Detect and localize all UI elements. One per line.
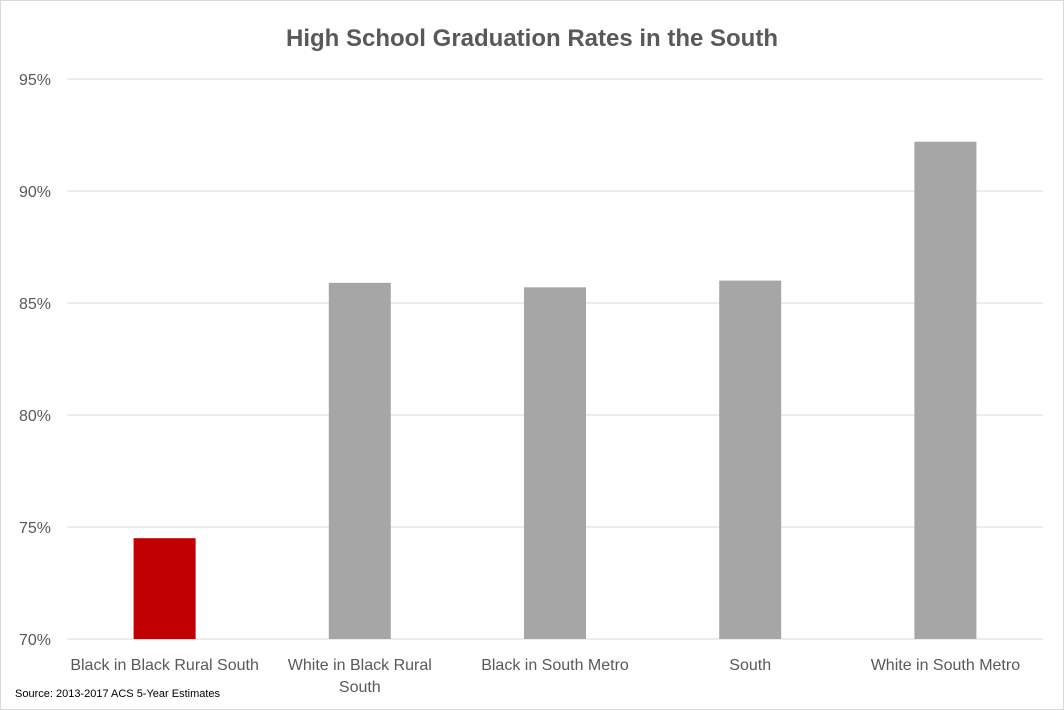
y-tick-label: 85% bbox=[19, 296, 51, 313]
x-category-label: Black in South Metro bbox=[481, 657, 629, 674]
bar bbox=[719, 280, 782, 639]
x-category-label: White in South Metro bbox=[871, 657, 1021, 674]
x-axis-category-labels: Black in Black Rural South White in Black… bbox=[70, 657, 1020, 696]
bar bbox=[524, 287, 586, 639]
y-tick-label: 90% bbox=[19, 184, 51, 201]
y-axis-tick-labels: 70% 75% 80% 85% 90% 95% bbox=[19, 72, 51, 649]
x-category-label: Black in Black Rural South bbox=[70, 657, 259, 674]
x-category-label: White in Black Rural South bbox=[288, 657, 432, 696]
bars bbox=[133, 141, 977, 639]
bar bbox=[133, 538, 196, 639]
y-tick-label: 95% bbox=[19, 72, 51, 89]
bar bbox=[328, 282, 391, 639]
chart-title: High School Graduation Rates in the Sout… bbox=[286, 25, 778, 52]
x-category-label: South bbox=[729, 657, 771, 674]
source-note: Source: 2013-2017 ACS 5-Year Estimates bbox=[15, 688, 221, 700]
y-tick-label: 80% bbox=[19, 408, 51, 425]
y-tick-label: 70% bbox=[19, 632, 51, 649]
bar bbox=[914, 141, 977, 639]
y-tick-label: 75% bbox=[19, 520, 51, 537]
